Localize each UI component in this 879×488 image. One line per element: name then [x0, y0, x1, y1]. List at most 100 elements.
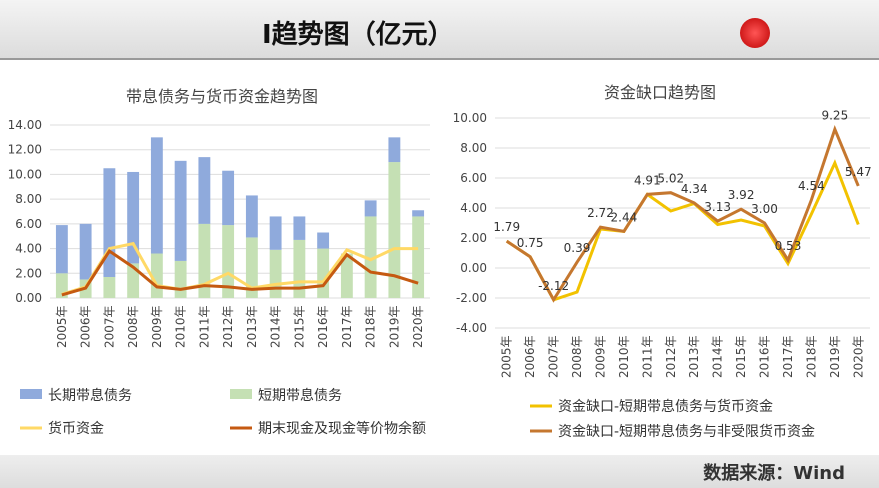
x-tick-label: 2014年 — [711, 335, 725, 378]
y-tick-label: -2.00 — [456, 291, 487, 305]
data-label: 0.39 — [564, 241, 591, 255]
line-cash — [61, 241, 419, 296]
x-tick-label: 2007年 — [102, 305, 116, 348]
x-tick-label: 2006年 — [523, 335, 537, 378]
x-tick-label: 2015年 — [292, 305, 306, 348]
page-title: I趋势图（亿元） — [262, 20, 454, 50]
bar-long-term-debt — [174, 160, 187, 261]
y-tick-label: 4.00 — [460, 201, 487, 215]
data-label: 5.47 — [845, 165, 872, 179]
bar-long-term-debt — [198, 157, 211, 224]
bar-short-term-debt — [388, 162, 401, 298]
x-tick-label: 2016年 — [758, 335, 772, 378]
x-tick-label: 2012年 — [221, 305, 235, 348]
data-label: 4.54 — [798, 179, 825, 193]
y-tick-label: 6.00 — [15, 217, 42, 231]
bar-short-term-debt — [174, 260, 187, 298]
x-tick-label: 2013年 — [687, 335, 701, 378]
x-tick-label: 2020年 — [851, 335, 865, 378]
chart-title: 带息债务与货币资金趋势图 — [126, 87, 318, 106]
data-label: 3.13 — [704, 200, 731, 214]
x-tick-label: 2008年 — [126, 305, 140, 348]
data-label: 2.44 — [611, 210, 638, 224]
y-tick-label: 8.00 — [460, 141, 487, 155]
header-band: I趋势图（亿元） — [0, 0, 879, 60]
x-tick-label: 2012年 — [664, 335, 678, 378]
bar-long-term-debt — [127, 171, 140, 264]
bar-short-term-debt — [245, 237, 258, 298]
brand-logo — [740, 18, 770, 48]
bar-short-term-debt — [269, 249, 282, 298]
y-tick-label: 0.00 — [15, 291, 42, 305]
bar-short-term-debt — [222, 225, 235, 298]
x-tick-label: 2017年 — [781, 335, 795, 378]
legend-label: 期末现金及现金等价物余额 — [258, 420, 426, 437]
bar-long-term-debt — [150, 137, 163, 254]
x-tick-label: 2010年 — [174, 305, 188, 348]
legend-label: 短期带息债务 — [258, 387, 342, 404]
data-label: 3.92 — [728, 188, 755, 202]
bar-long-term-debt — [55, 225, 68, 274]
y-tick-label: 4.00 — [15, 242, 42, 256]
bar-short-term-debt — [198, 223, 211, 298]
bar-long-term-debt — [245, 195, 258, 238]
x-tick-label: 2020年 — [411, 305, 425, 348]
data-label: 2.72 — [587, 206, 614, 220]
data-label: 4.91 — [634, 173, 661, 187]
y-tick-label: 2.00 — [15, 266, 42, 280]
y-tick-label: -4.00 — [456, 321, 487, 335]
x-tick-label: 2017年 — [340, 305, 354, 348]
data-source: 数据来源：Wind — [703, 463, 845, 484]
legend-label: 资金缺口-短期带息债务与非受限货币资金 — [558, 423, 815, 440]
y-tick-label: 6.00 — [460, 171, 487, 185]
line-gap-unrestricted-cash — [505, 124, 860, 303]
bar-long-term-debt — [412, 210, 425, 217]
y-tick-label: 8.00 — [15, 192, 42, 206]
x-tick-label: 2011年 — [640, 335, 654, 378]
bar-short-term-debt — [412, 216, 425, 298]
x-tick-label: 2007年 — [547, 335, 561, 378]
bar-short-term-debt — [364, 216, 377, 298]
bar-short-term-debt — [150, 253, 163, 298]
x-tick-label: 2009年 — [150, 305, 164, 348]
line-cash-equivalents — [61, 248, 419, 297]
y-tick-label: 0.00 — [460, 261, 487, 275]
x-tick-label: 2014年 — [269, 305, 283, 348]
y-tick-label: 2.00 — [460, 231, 487, 245]
bar-long-term-debt — [269, 216, 282, 250]
data-label: 0.53 — [775, 239, 802, 253]
bar-short-term-debt — [340, 253, 353, 298]
legend-swatch — [20, 389, 42, 399]
bar-long-term-debt — [388, 137, 401, 163]
data-label: 4.34 — [681, 182, 708, 196]
bar-short-term-debt — [293, 239, 306, 298]
x-tick-label: 2018年 — [364, 305, 378, 348]
x-tick-label: 2018年 — [804, 335, 818, 378]
data-label: 0.75 — [517, 236, 544, 250]
bar-short-term-debt — [127, 263, 140, 298]
bar-long-term-debt — [222, 170, 235, 226]
y-tick-label: 10.00 — [8, 167, 42, 181]
x-tick-label: 2015年 — [734, 335, 748, 378]
bar-short-term-debt — [317, 248, 330, 298]
x-tick-label: 2019年 — [828, 335, 842, 378]
chart-title: 资金缺口趋势图 — [604, 83, 716, 102]
bar-short-term-debt — [103, 276, 116, 298]
x-tick-label: 2013年 — [245, 305, 259, 348]
data-label: 1.79 — [493, 220, 520, 234]
bar-short-term-debt — [55, 273, 68, 298]
x-tick-label: 2010年 — [617, 335, 631, 378]
y-tick-label: 12.00 — [8, 143, 42, 157]
bar-long-term-debt — [79, 223, 92, 280]
x-tick-label: 2008年 — [570, 335, 584, 378]
legend-swatch — [230, 389, 252, 399]
bar-long-term-debt — [293, 216, 306, 240]
y-tick-label: 10.00 — [453, 111, 487, 125]
x-tick-label: 2019年 — [387, 305, 401, 348]
x-tick-label: 2005年 — [55, 305, 69, 348]
bar-long-term-debt — [103, 168, 116, 277]
x-tick-label: 2005年 — [500, 335, 514, 378]
bar-long-term-debt — [364, 200, 377, 217]
legend-label: 资金缺口-短期带息债务与货币资金 — [558, 398, 773, 415]
x-tick-label: 2006年 — [79, 305, 93, 348]
